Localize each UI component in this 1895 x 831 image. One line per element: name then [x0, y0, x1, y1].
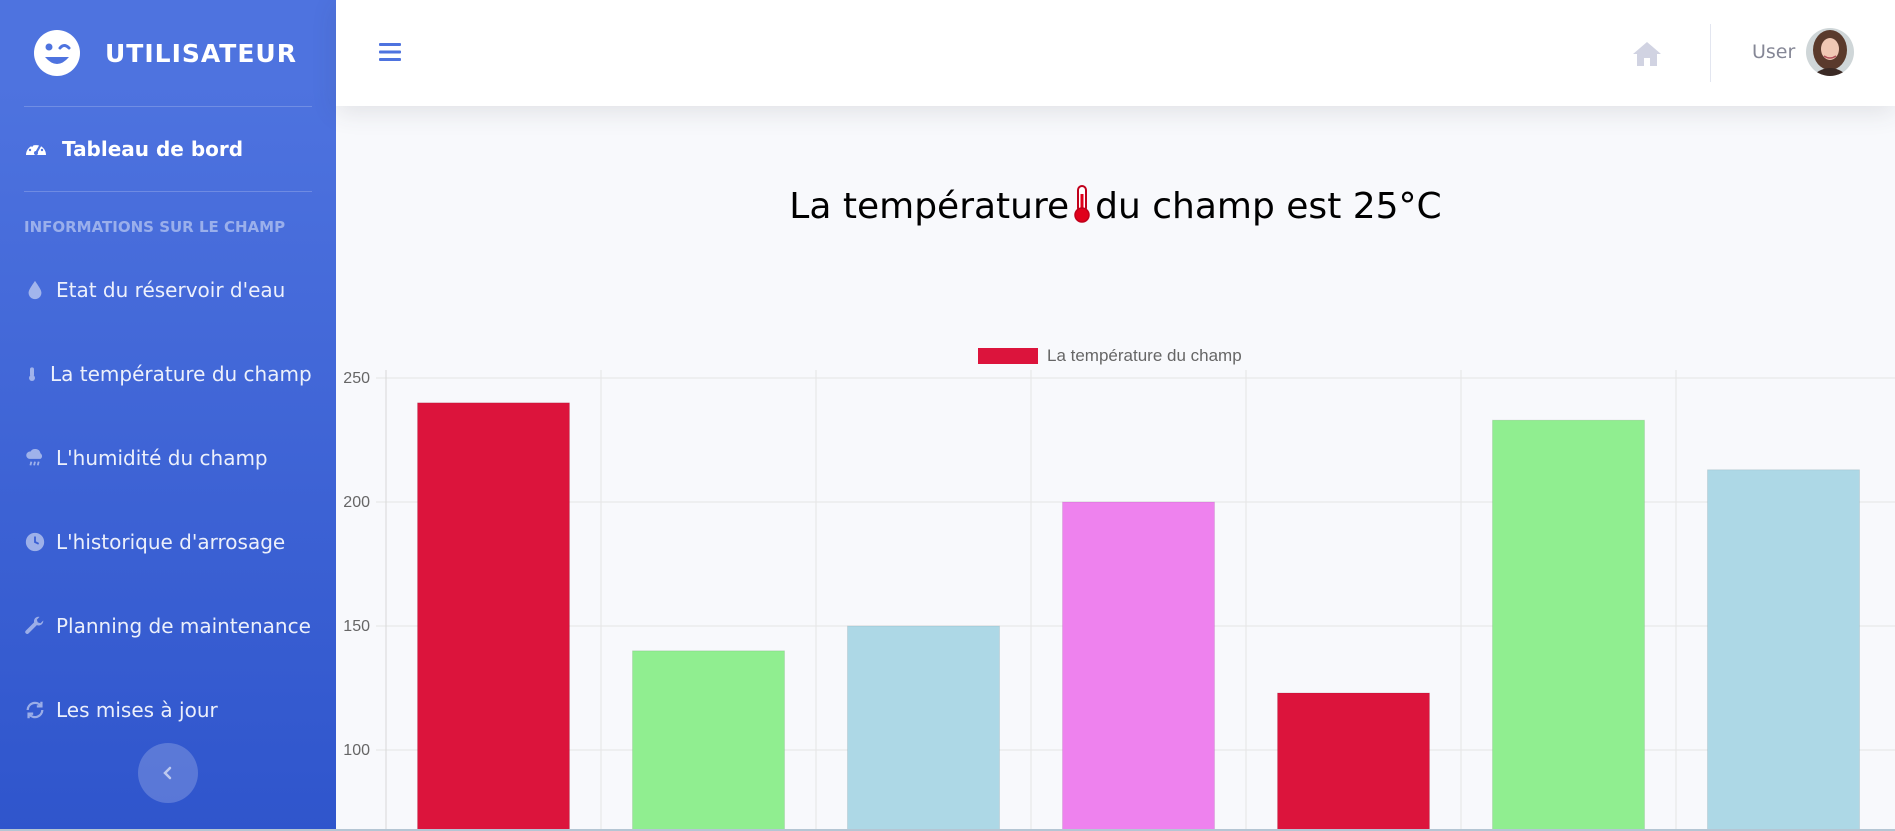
tachometer-icon: [26, 142, 46, 155]
water-drop-icon: [28, 280, 42, 300]
thermometer-emoji-icon: [1074, 185, 1090, 223]
clock-icon: [25, 532, 45, 552]
sidebar-item-label: La température du champ: [50, 362, 312, 386]
y-tick-label: 250: [343, 370, 370, 387]
sync-icon: [26, 701, 44, 719]
temperature-bar-chart: La température du champ 100 150 200 250: [343, 346, 1895, 831]
wink-face-icon: [34, 30, 80, 76]
y-tick-label: 150: [343, 618, 370, 635]
sidebar-item-humidity[interactable]: L'humidité du champ: [0, 416, 336, 500]
y-tick-label: 200: [343, 494, 370, 511]
chart-bar: [1277, 692, 1430, 831]
chart-bar: [632, 650, 785, 831]
sidebar-item-label: Etat du réservoir d'eau: [56, 278, 286, 302]
title-text-after: du champ est 25°C: [1095, 186, 1442, 227]
legend-swatch: [978, 348, 1038, 364]
wrench-icon: [25, 616, 44, 634]
chart-bar: [1492, 419, 1645, 831]
page-title: La température du champ est 25°C: [336, 184, 1895, 227]
hamburger-menu-icon[interactable]: [378, 40, 402, 64]
thermometer-icon: [29, 367, 35, 381]
sidebar-item-dashboard[interactable]: Tableau de bord: [0, 107, 336, 191]
sidebar-divider: [24, 191, 312, 192]
bottom-border: [0, 829, 1895, 831]
user-name[interactable]: User: [1752, 41, 1796, 63]
sidebar-item-label: L'historique d'arrosage: [56, 530, 286, 554]
sidebar-brand[interactable]: UTILISATEUR: [0, 0, 336, 106]
sidebar: UTILISATEUR Tableau de bord INFORMATIONS…: [0, 0, 336, 831]
sidebar-toggle-button[interactable]: [138, 743, 198, 803]
sidebar-divider: [24, 106, 312, 107]
cloud-rain-icon: [26, 448, 43, 466]
sidebar-item-label: Planning de maintenance: [56, 614, 311, 638]
sidebar-item-water-tank[interactable]: Etat du réservoir d'eau: [0, 248, 336, 332]
sidebar-item-maintenance[interactable]: Planning de maintenance: [0, 584, 336, 668]
chevron-left-icon: [163, 766, 172, 780]
sidebar-item-label: L'humidité du champ: [56, 446, 268, 470]
home-icon[interactable]: [1632, 40, 1662, 68]
topbar: User: [336, 0, 1895, 106]
chart-bar: [417, 402, 570, 831]
sidebar-nav: Etat du réservoir d'eau La température d…: [0, 248, 336, 752]
chart-bar: [1707, 469, 1860, 831]
chart-bar: [1062, 501, 1215, 831]
topbar-divider: [1710, 24, 1711, 82]
title-text-before: La température: [789, 186, 1070, 227]
y-tick-label: 100: [343, 742, 370, 759]
sidebar-item-label: Les mises à jour: [56, 698, 218, 722]
sidebar-item-label: Tableau de bord: [62, 137, 244, 161]
brand-title: UTILISATEUR: [105, 38, 297, 68]
sidebar-item-watering-history[interactable]: L'historique d'arrosage: [0, 500, 336, 584]
avatar[interactable]: [1806, 28, 1854, 76]
user-avatar-icon: [1806, 28, 1854, 76]
sidebar-heading: INFORMATIONS SUR LE CHAMP: [24, 218, 286, 236]
legend-label: La température du champ: [1047, 346, 1242, 365]
sidebar-item-updates[interactable]: Les mises à jour: [0, 668, 336, 752]
sidebar-item-temperature[interactable]: La température du champ: [0, 332, 336, 416]
chart-bar: [847, 625, 1000, 831]
